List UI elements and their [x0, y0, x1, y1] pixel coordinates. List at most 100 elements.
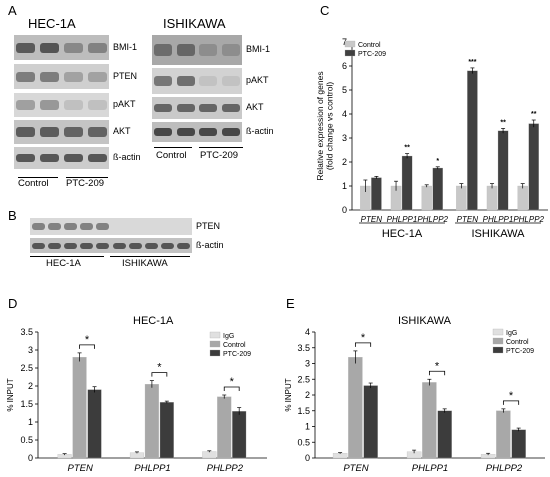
- blot-band: [145, 242, 158, 249]
- significance-bracket: [354, 342, 372, 347]
- legend-label: PTC-209: [358, 51, 386, 58]
- panel-c-chart: 0 1 2 3 4 5 6 7 Relative expression of genes (fol…: [315, 37, 548, 240]
- blot-band: [176, 75, 195, 87]
- significance-marker: *: [436, 158, 439, 165]
- y-axis-label: (fold change vs control): [325, 82, 335, 171]
- panel-b-ishikawa-group-label: ISHIKAWA: [122, 258, 168, 269]
- legend-swatch: [492, 337, 504, 345]
- blot-band: [199, 44, 218, 56]
- y-axis-label: Relative expression of genes: [315, 71, 325, 180]
- y-tick-label: 2.5: [297, 374, 310, 384]
- y-tick-label: 2: [342, 157, 347, 167]
- legend-label: Control: [223, 342, 246, 349]
- blot-band: [112, 242, 126, 249]
- y-tick-label: 7: [342, 37, 347, 47]
- bar: [528, 123, 539, 211]
- bar: [456, 185, 467, 211]
- blot-band: [40, 42, 60, 53]
- legend-swatch: [209, 349, 221, 357]
- category-label: PHLPP2: [486, 463, 523, 474]
- category-label: PHLPP2: [513, 215, 544, 224]
- bar: [496, 410, 511, 459]
- panel-a-ishikawa-title: ISHIKAWA: [163, 16, 226, 31]
- panel-e-chart: 0 0.5 1 1.5 2 2.5 3 3.5 4 % INPUT ISHIKAWA PTEN * PHL…: [284, 315, 545, 474]
- blot-band: [16, 127, 36, 137]
- bar: [467, 70, 478, 211]
- ishikawa-control-group-line: [154, 147, 192, 148]
- category-label: PHLPP1: [134, 463, 170, 474]
- blot-band: [80, 223, 94, 230]
- panel-e-letter: E: [286, 296, 295, 311]
- y-tick-label: 3: [305, 359, 310, 369]
- legend-swatch: [209, 340, 221, 348]
- significance-bracket: [151, 372, 168, 377]
- ishikawa-control-group-label: Control: [156, 150, 187, 161]
- blot-band: [221, 128, 240, 136]
- ishikawa-ptc209-group-label: PTC-209: [200, 150, 239, 161]
- blot-label-hec-bmi1: BMI-1: [113, 41, 138, 52]
- y-tick-label: 1: [305, 422, 310, 432]
- blot-band: [199, 128, 218, 136]
- blot-band: [87, 153, 107, 163]
- blot-band: [40, 100, 60, 110]
- panel-a-letter: A: [8, 3, 17, 18]
- chart-title: ISHIKAWA: [398, 315, 452, 327]
- hec-ptc209-group-label: PTC-209: [66, 178, 105, 189]
- blot-band: [87, 100, 107, 110]
- hec-control-group-line: [18, 177, 58, 178]
- significance-marker: **: [531, 111, 537, 118]
- blot-strip-hec-pten: [14, 64, 109, 89]
- category-label: PHLPP1: [483, 215, 514, 224]
- blot-strip-ishi-actin: [152, 122, 242, 142]
- bar: [232, 411, 247, 459]
- y-tick-label: 2: [28, 381, 33, 391]
- panel-b-letter: B: [8, 208, 17, 223]
- blot-strip-b-pten: [30, 218, 192, 235]
- significance-marker: **: [404, 145, 410, 152]
- blot-label-b-pten: PTEN: [196, 220, 221, 231]
- y-tick-label: 3: [28, 345, 33, 355]
- significance-marker: *: [435, 360, 440, 372]
- blot-band: [176, 103, 195, 113]
- significance-marker: **: [500, 119, 506, 126]
- category-label: PTEN: [343, 463, 368, 474]
- blot-band: [221, 75, 240, 87]
- category-label: PTEN: [361, 215, 383, 224]
- blot-label-hec-pten: PTEN: [113, 70, 138, 81]
- significance-marker: *: [230, 376, 235, 388]
- legend-swatch: [209, 331, 221, 339]
- hec-control-group-label: Control: [18, 178, 49, 189]
- blot-band: [87, 127, 107, 137]
- blot-band: [87, 42, 107, 53]
- bar: [348, 357, 363, 459]
- blot-band: [154, 128, 173, 136]
- y-axis-label: % INPUT: [6, 378, 15, 411]
- significance-marker: *: [361, 332, 366, 344]
- blot-strip-ishi-pakt: [152, 68, 242, 94]
- category-label: PTEN: [67, 463, 92, 474]
- legend-label: PTC-209: [223, 351, 251, 358]
- panel-b-hec-group-label: HEC-1A: [46, 258, 81, 269]
- blot-label-ishi-pakt: pAKT: [246, 75, 269, 85]
- y-tick-label: 1: [28, 417, 33, 427]
- y-tick-label: 3.5: [297, 343, 310, 353]
- panel-d-chart: 0 0.5 1 1.5 2 2.5 3 3.5 % INPUT HEC-1A PTEN * PHLPP1…: [6, 315, 267, 474]
- blot-band: [128, 242, 142, 249]
- blot-label-hec-actin: ß-actin: [113, 152, 141, 162]
- y-tick-label: 4: [305, 327, 310, 337]
- blot-band: [40, 153, 60, 163]
- y-tick-label: 2: [305, 390, 310, 400]
- bar: [371, 177, 382, 211]
- blot-band: [63, 71, 83, 82]
- blot-strip-b-actin: [30, 238, 192, 253]
- category-label: PHLPP1: [387, 215, 418, 224]
- group-label: HEC-1A: [382, 228, 423, 240]
- y-tick-label: 3: [342, 133, 347, 143]
- blot-band: [154, 44, 173, 56]
- blot-label-hec-akt: AKT: [113, 126, 131, 136]
- blot-band: [63, 100, 83, 110]
- chart-title: HEC-1A: [133, 315, 174, 327]
- blot-band: [63, 42, 83, 53]
- significance-marker: *: [157, 362, 162, 374]
- blot-label-hec-pakt: pAKT: [113, 99, 136, 109]
